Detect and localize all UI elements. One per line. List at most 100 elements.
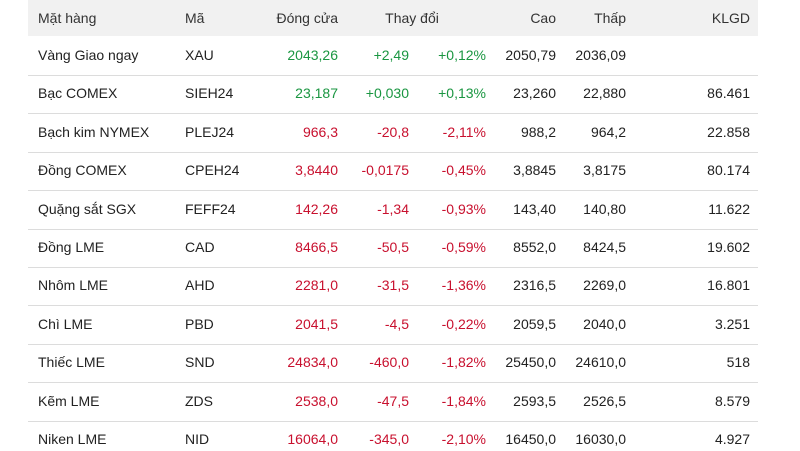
table-cell: -0,22% [441,315,486,332]
table-row: Vàng Giao ngay XAU 2043,26 +2,49 +0,12% 2050,… [28,37,758,76]
table-cell: 24834,0 [287,354,338,371]
table-cell: -2,11% [442,123,486,140]
table-cell: 80.174 [707,162,750,179]
column-header: Thấp [594,10,626,26]
table-cell: 24610,0 [575,354,626,371]
table-row: Kẽm LME ZDS 2538,0 -47,5 -1,84% 2593,5 2526,5 8… [28,383,758,422]
table-cell: PBD [185,315,214,332]
table-cell: 23,260 [513,85,556,102]
table-cell: 988,2 [520,123,556,140]
table-cell: 964,2 [590,123,626,140]
table-cell: ZDS [185,392,213,409]
table-row: Bạc COMEX SIEH24 23,187 +0,030 +0,13% 23,260 2… [28,75,758,115]
column-header: Mã [185,10,205,26]
table-cell: -20,8 [377,123,409,140]
table-cell: 2041,5 [295,315,338,332]
table-cell: Đồng COMEX [38,162,127,179]
table-cell: 16.801 [707,277,750,294]
table-cell: 2050,79 [505,47,556,63]
column-header: Thay đổi [385,10,439,26]
table-cell: 2593,5 [513,392,556,409]
table-cell: 86.461 [707,85,750,102]
table-cell: -345,0 [369,431,409,447]
table-cell: Chì LME [38,315,93,332]
table-cell: -2,10% [441,431,486,447]
table-row: Niken LME NID 16064,0 -345,0 -2,10% 16450,0 16… [28,421,758,451]
table-cell: 8424,5 [583,239,626,255]
table-row: Bạch kim NYMEX PLEJ24 966,3 -20,8 -2,11% 988,… [28,114,758,153]
table-cell: 142,26 [295,200,338,217]
table-cell: CAD [185,239,215,255]
table-cell: +0,030 [365,85,409,102]
table-cell: -0,45% [441,162,486,179]
table-row: Chì LME PBD 2041,5 -4,5 -0,22% 2059,5 2040,0 3.… [28,306,758,345]
table-cell: SND [185,354,215,371]
table-cell: 3.251 [714,315,750,332]
table-cell: NID [185,431,210,447]
column-header: Đóng cửa [276,10,338,26]
table-cell: Kẽm LME [38,392,100,409]
table-cell: 140,80 [583,200,626,217]
table-cell: AHD [185,277,215,294]
table-cell: 2043,26 [287,47,338,63]
table-cell: 11.622 [708,200,750,217]
table-cell: -31,5 [377,277,409,294]
table-cell: +0,13% [438,85,486,102]
table-cell: 4.927 [714,431,750,447]
table-cell: 2316,5 [513,277,556,294]
column-header: KLGD [711,10,750,26]
table-cell: 2059,5 [513,315,556,332]
table-cell: -0,93% [441,200,486,217]
table-cell: 2281,0 [295,277,338,294]
table-cell: 16450,0 [505,431,556,447]
table-cell: 23,187 [295,85,338,102]
table-cell: 2538,0 [295,392,338,409]
table-cell: -0,59% [441,239,486,255]
table-cell: 22.858 [707,123,750,140]
table-cell: 2269,0 [583,277,626,294]
table-cell: -1,36% [441,277,486,294]
table-cell: -47,5 [377,392,409,409]
table-cell: Vàng Giao ngay [38,47,139,63]
table-cell: Thiếc LME [38,354,105,371]
table-cell: Quặng sắt SGX [38,200,137,217]
table-row: Đồng LME CAD 8466,5 -50,5 -0,59% 8552,0 8424,5… [28,229,758,268]
table-cell: +2,49 [373,47,409,63]
table-cell: 2526,5 [583,392,626,409]
table-row: Thiếc LME SND 24834,0 -460,0 -1,82% 25450,0 24… [28,344,758,384]
table-cell: PLEJ24 [185,123,235,140]
table-cell: 8466,5 [295,239,338,255]
table-cell: Nhôm LME [38,277,109,294]
table-cell: Bạch kim NYMEX [38,123,150,140]
table-cell: Đồng LME [38,239,105,255]
table-cell: -1,82% [441,354,486,371]
table-cell: 16030,0 [575,431,626,447]
column-header: Mặt hàng [38,10,97,26]
table-cell: CPEH24 [185,162,240,179]
table-cell: +0,12% [438,47,486,63]
table-cell: 3,8440 [295,162,338,179]
table-row: Nhôm LME AHD 2281,0 -31,5 -1,36% 2316,5 2269,0… [28,267,758,307]
table-cell: 8.579 [714,392,750,409]
table-cell: 3,8845 [513,162,556,179]
table-cell: 16064,0 [287,431,338,447]
table-cell: XAU [185,47,214,63]
table-cell: -0,0175 [361,162,409,179]
table-cell: 143,40 [513,200,556,217]
table-cell: -4,5 [384,315,409,332]
table-row: Quặng sắt SGX FEFF24 142,26 -1,34 -0,93% 143,… [28,191,758,230]
table-cell: Niken LME [38,431,107,447]
table-cell: 3,8175 [583,162,626,179]
table-cell: 2036,09 [575,47,626,63]
table-cell: Bạc COMEX [38,85,118,102]
table-cell: -50,5 [377,239,409,255]
table-cell: 19.602 [707,239,750,255]
table-header: Mặt hàng Mã Đóng cửa Thay đổi Cao Thấp KLGD [28,0,758,36]
table-cell: SIEH24 [185,85,234,102]
table-cell: -1,34 [377,200,409,217]
table-cell: 518 [726,354,750,371]
column-header: Cao [530,10,556,26]
table-cell: 2040,0 [583,315,626,332]
table-cell: -460,0 [369,354,409,371]
